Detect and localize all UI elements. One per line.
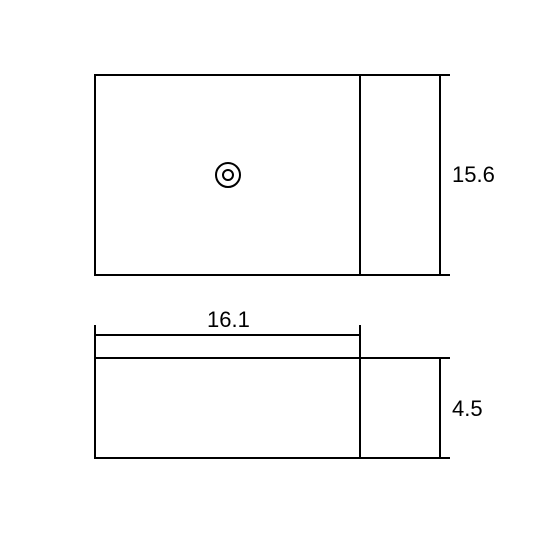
dim-top-h-label: 15.6 (452, 162, 495, 187)
hole-inner (223, 170, 233, 180)
hole-outer (216, 163, 240, 187)
front-view-rect (95, 358, 360, 458)
dim-front-w-label: 16.1 (207, 307, 250, 332)
technical-drawing: 15.6 16.1 4.5 (0, 0, 550, 550)
dim-front-h-label: 4.5 (452, 396, 483, 421)
top-view-rect (95, 75, 360, 275)
